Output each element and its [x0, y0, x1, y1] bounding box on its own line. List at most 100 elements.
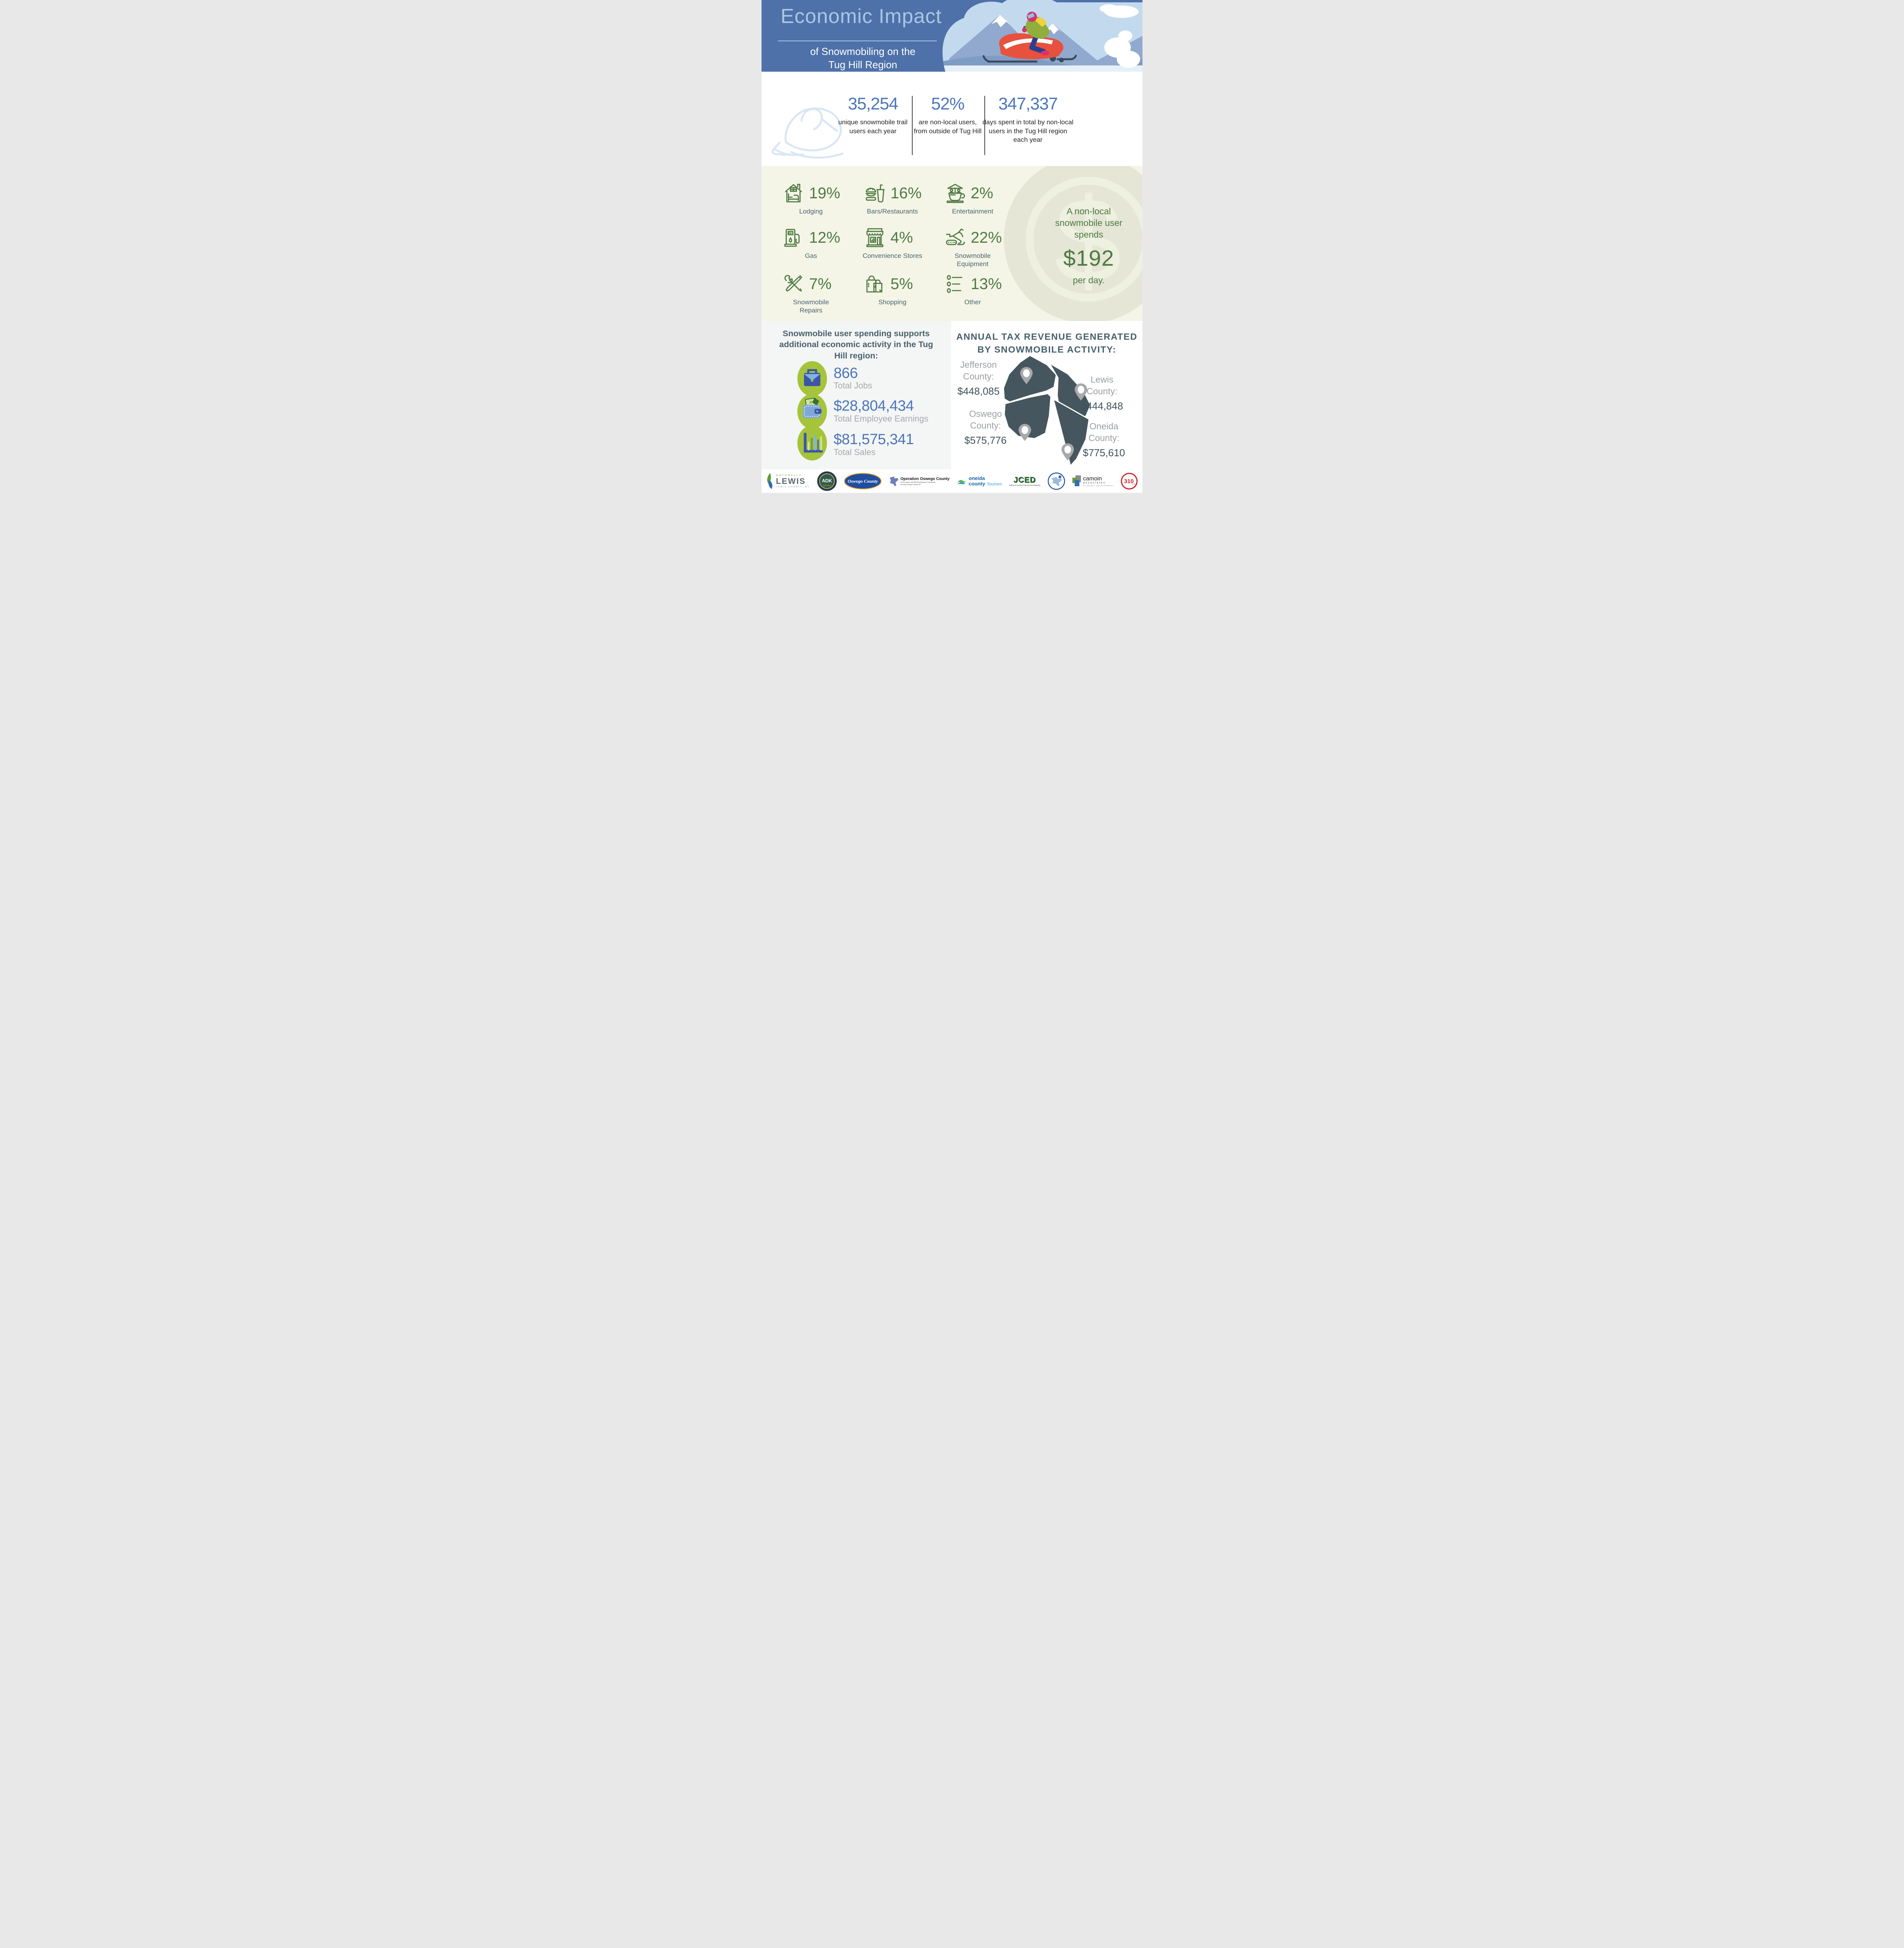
category-label: Lodging	[799, 208, 823, 215]
naturally-lewis-logo: NATURALLY LEWIS LEWIS COUNTY, NY	[766, 473, 810, 489]
county-value: $575,776	[964, 434, 1007, 446]
economic-activity-panel: Snowmobile user spending supports additi…	[762, 321, 951, 469]
svg-text:ADK: ADK	[822, 478, 832, 483]
county-oneida: Oneida County: $775,610	[1080, 421, 1128, 459]
svg-text:LAB: LAB	[1132, 483, 1135, 485]
lewis-pin-icon	[1075, 383, 1087, 401]
stat-divider	[912, 96, 913, 155]
new-york-state-icon	[889, 476, 898, 486]
county-map	[1003, 355, 1091, 467]
oswego-pin-icon	[1019, 424, 1031, 441]
svg-text:Oswego County: Oswego County	[848, 478, 878, 484]
bottom-section: Snowmobile user spending supports additi…	[762, 321, 1142, 469]
map-oneida-county	[1052, 398, 1090, 467]
oneida-pin-icon	[1061, 443, 1074, 461]
wave-icon	[957, 480, 966, 484]
310-lab-logo: 310 LAB	[1121, 473, 1138, 490]
daily-spend-line: spends	[1074, 229, 1104, 240]
percent-value: 2%	[971, 184, 993, 202]
tax-revenue-heading: ANNUAL TAX REVENUE GENERATED BY SNOWMOBI…	[956, 332, 1138, 355]
lodging-icon	[785, 184, 802, 203]
category-label: Entertainment	[952, 208, 993, 215]
economic-activity-heading: Snowmobile user spending supports additi…	[779, 329, 933, 360]
spending-item-bars-restaurants: 16% Bars/Restaurants	[864, 183, 931, 215]
county-value: $775,610	[1082, 446, 1125, 459]
map-pins	[1019, 367, 1087, 461]
subtitle-line-1: of Snowmobiling on the	[810, 46, 916, 57]
svg-text:TUG HILL: TUG HILL	[823, 485, 832, 487]
percent-value: 22%	[971, 229, 1002, 246]
oswego-county-badge-logo: Oswego County	[844, 473, 881, 489]
nys-snowmobile-seal-logo	[1047, 472, 1065, 490]
daily-spend-amount: $192	[1063, 245, 1114, 271]
spending-item-convenience-stores: 4% Convenience Stores	[862, 227, 931, 260]
adk-chamber-badge-logo: ADK TUG HILL	[817, 471, 837, 491]
jobs-label: Total Jobs	[834, 381, 873, 390]
daily-spend-line: snowmobile user	[1055, 217, 1123, 228]
stat-caption: are non-local users, from outside of Tug…	[914, 118, 982, 135]
category-label: Snowmobile Equipment	[954, 252, 991, 268]
key-stats-band: 35,254 unique snowmobile trail users eac…	[762, 72, 1142, 166]
percent-value: 13%	[971, 275, 1002, 293]
category-label: Convenience Stores	[862, 252, 922, 259]
partner-logos-footer: NATURALLY LEWIS LEWIS COUNTY, NY ADK TUG…	[762, 469, 1142, 493]
county-value: $448,085	[957, 385, 1000, 397]
stat-nonlocal-percent: 52% are non-local users, from outside of…	[913, 94, 982, 136]
county-oswego: Oswego County: $575,776	[961, 408, 1010, 446]
snowmobile-equipment-icon	[946, 228, 965, 245]
earnings-value: $28,804,434	[834, 398, 914, 414]
spending-item-snowmobile-equipment: 22% Snowmobile Equipment	[945, 227, 1002, 268]
snowmobile-watermark-icon	[772, 107, 844, 159]
category-label: Snowmobile Repairs	[793, 298, 829, 314]
sales-label: Total Sales	[834, 447, 876, 457]
camoin-associates-logo: camoin associates ECONOMIC DEVELOPMENT	[1072, 475, 1114, 487]
oneida-county-tourism-logo: oneida county Tourism	[957, 476, 1002, 487]
county-name: Lewis County:	[1086, 374, 1118, 396]
spending-item-entertainment: 2% Entertainment	[945, 183, 1012, 215]
sales-value: $81,575,341	[834, 431, 914, 448]
camoin-squares-icon	[1072, 475, 1081, 486]
operation-oswego-county-logo: Operation Oswego County An Economic and …	[889, 475, 950, 487]
percent-value: 4%	[890, 229, 913, 246]
percent-value: 16%	[890, 184, 922, 202]
percent-value: 5%	[890, 275, 913, 293]
county-lewis: Lewis County: $444,848	[1077, 374, 1127, 412]
leaf-icon	[767, 473, 772, 489]
shopping-icon	[866, 275, 883, 293]
spending-item-lodging: 19% Lodging	[783, 183, 850, 215]
header: Economic Impact of Snowmobiling on the T…	[762, 0, 1142, 72]
map-oswego-county	[1003, 393, 1052, 439]
category-label: Shopping	[878, 298, 906, 306]
infographic-page: Economic Impact of Snowmobiling on the T…	[762, 0, 1142, 493]
convenience-stores-icon	[866, 228, 883, 247]
percent-value: 12%	[809, 229, 841, 246]
stat-value: 52%	[931, 94, 964, 113]
county-name: Oswego County:	[969, 409, 1002, 431]
spending-item-shopping: 5% Shopping	[864, 273, 931, 306]
jobs-value: 866	[834, 365, 858, 381]
entertainment-icon	[947, 184, 965, 203]
page-title: Economic Impact	[781, 5, 942, 28]
county-name: Jefferson County:	[960, 360, 997, 381]
stat-value: 35,254	[848, 94, 899, 113]
stat-divider	[984, 96, 985, 155]
jced-logo: JCED Jefferson County Economic Developme…	[1009, 475, 1040, 486]
county-jefferson: Jefferson County: $448,085	[954, 359, 1003, 397]
wallet-icon	[797, 394, 827, 429]
tax-revenue-panel: ANNUAL TAX REVENUE GENERATED BY SNOWMOBI…	[951, 321, 1142, 469]
svg-text:310: 310	[1124, 478, 1134, 485]
stat-days-total: 347,337 days spent in total by non-local…	[982, 94, 1074, 145]
category-label: Gas	[805, 252, 817, 259]
daily-spend-per: per day.	[1073, 275, 1105, 285]
stat-value: 347,337	[998, 94, 1058, 113]
percent-value: 7%	[809, 275, 832, 293]
jefferson-pin-icon	[1020, 367, 1033, 384]
spending-item-snowmobile-repairs: 7% Snowmobile Repairs	[783, 273, 838, 315]
daily-spend-callout: A non-local snowmobile user spends $192 …	[1032, 206, 1142, 286]
stat-caption: unique snowmobile trail users each year	[838, 118, 908, 135]
page-subtitle: of Snowmobiling on the Tug Hill Region	[784, 45, 941, 72]
bars-restaurants-icon	[866, 184, 885, 203]
stat-unique-users: 35,254 unique snowmobile trail users eac…	[838, 94, 908, 136]
snowmobile-and-rider	[982, 12, 1077, 63]
county-value: $444,848	[1081, 400, 1123, 412]
